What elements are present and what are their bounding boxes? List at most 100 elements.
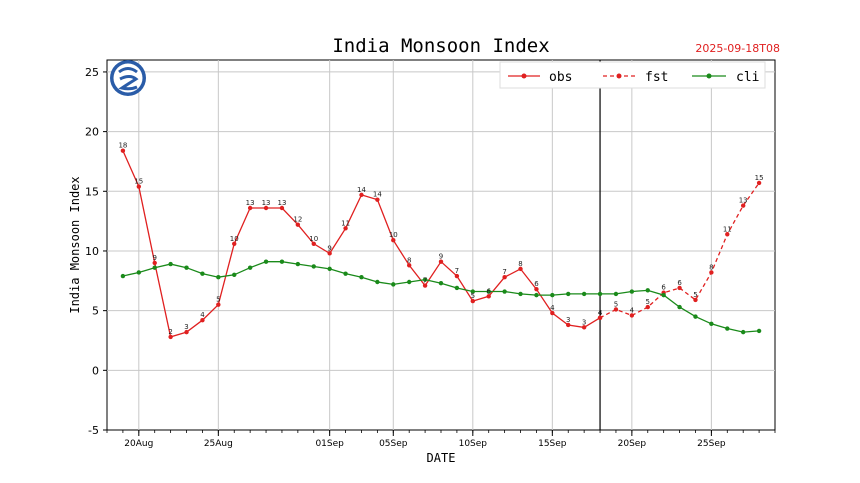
data-point-cli [391, 282, 396, 287]
chart-title: India Monsoon Index [332, 35, 549, 57]
data-point-obs [454, 273, 460, 279]
data-point-obs [486, 294, 491, 299]
x-tick-label: 25Sep [697, 439, 726, 449]
legend-label-fst: fst [645, 70, 668, 85]
data-labels: 18 15 9 2 3 4 5 10 13 13 13 12 10 9 11 14 14 10 8 7 9 7 5 6 7 8 6 4… [118, 142, 763, 336]
data-point-cli [216, 275, 221, 280]
x-tick-label: 15Sep [538, 439, 567, 449]
data-point-obs [359, 192, 364, 198]
data-point-cli [406, 279, 412, 285]
data-point-obs [152, 260, 157, 266]
y-tick-label: 0 [92, 364, 99, 377]
data-point-obs [327, 251, 332, 256]
data-point-obs [502, 275, 507, 280]
data-label-obs: 5 [471, 292, 475, 300]
data-label-obs: 4 [200, 311, 205, 319]
data-point-obs [232, 241, 237, 247]
x-tick-label: 01Sep [315, 439, 344, 449]
data-point-cli [756, 328, 762, 334]
data-label-fst: 11 [723, 225, 732, 233]
data-point-cli [247, 265, 253, 270]
data-point-fst [613, 307, 619, 312]
series-line-obs [122, 150, 601, 338]
data-point-obs [438, 259, 444, 264]
data-point-obs [120, 148, 126, 153]
y-tick-label: 10 [85, 245, 99, 258]
data-point-cli [470, 289, 476, 294]
plot-frame [106, 59, 776, 431]
data-label-obs: 9 [439, 253, 443, 261]
data-label-obs: 6 [486, 287, 491, 295]
data-point-cli [168, 261, 173, 267]
data-point-obs [184, 329, 189, 335]
legend-marker-cli [706, 73, 712, 79]
x-tick-label: 05Sep [379, 439, 408, 449]
data-point-cli [184, 265, 189, 270]
data-label-obs: 7 [423, 277, 427, 285]
data-label-obs: 14 [373, 191, 382, 199]
data-point-obs [311, 241, 316, 247]
data-point-cli [581, 291, 587, 297]
chart-timestamp: 2025-09-18T08 [695, 42, 780, 55]
data-point-cli [152, 265, 157, 270]
data-label-fst: 5 [646, 298, 650, 306]
data-point-obs [136, 184, 142, 189]
data-point-cli [613, 291, 619, 297]
data-label-fst: 4 [598, 309, 603, 317]
data-point-obs [550, 310, 555, 316]
data-label-obs: 7 [502, 268, 506, 276]
data-label-obs: 10 [309, 235, 318, 243]
data-point-cli [518, 291, 523, 297]
legend: obs fst cli [499, 61, 766, 89]
data-point-cli [502, 289, 507, 294]
data-point-fst [725, 232, 730, 237]
data-point-cli [725, 326, 730, 331]
data-point-obs [518, 266, 523, 272]
data-point-cli [550, 292, 555, 298]
data-label-obs: 14 [357, 186, 366, 194]
x-axis-label: DATE [427, 451, 456, 465]
data-point-cli [279, 259, 285, 264]
x-axis-ticks: 20Aug 25Aug 01Sep 05Sep 10Sep 15Sep 20Sep 25Sep [106, 430, 776, 449]
data-label-obs: 3 [582, 318, 586, 326]
data-point-cli [486, 289, 491, 294]
data-point-cli [200, 271, 205, 276]
y-tick-label: 25 [85, 66, 99, 79]
data-point-cli [295, 261, 301, 267]
legend-item-obs: obs [508, 70, 572, 85]
x-tick-label: 20Sep [618, 439, 647, 449]
y-tick-label: 15 [85, 185, 99, 198]
y-axis-label: India Monsoon Index [68, 176, 82, 313]
x-tick-label: 25Aug [204, 439, 233, 449]
data-point-fst [629, 313, 635, 318]
data-point-obs [406, 263, 412, 268]
legend-label-cli: cli [736, 70, 759, 85]
data-label-fst: 13 [739, 197, 748, 205]
data-point-obs [581, 325, 587, 330]
data-point-fst [709, 270, 714, 275]
data-label-fst: 4 [630, 306, 635, 314]
data-point-fst [693, 297, 698, 303]
data-point-cli [597, 291, 603, 297]
data-point-cli [422, 277, 428, 282]
data-point-cli [645, 288, 650, 293]
data-label-obs: 8 [518, 260, 522, 268]
data-label-obs: 10 [389, 231, 398, 239]
data-point-cli [661, 292, 666, 298]
data-point-obs [247, 205, 253, 211]
data-label-obs: 9 [152, 254, 156, 262]
data-point-fst [740, 203, 746, 208]
data-label-obs: 13 [262, 199, 271, 207]
data-point-obs [534, 286, 539, 292]
data-label-obs: 10 [230, 235, 239, 243]
legend-label-obs: obs [549, 70, 572, 85]
data-point-cli [120, 273, 126, 279]
data-point-obs [279, 205, 285, 211]
legend-marker-obs [521, 73, 527, 79]
data-point-obs [391, 238, 396, 243]
y-tick-label: 5 [92, 305, 99, 318]
data-label-fst: 15 [755, 174, 764, 182]
data-point-obs [422, 283, 428, 288]
data-point-obs [470, 298, 476, 304]
